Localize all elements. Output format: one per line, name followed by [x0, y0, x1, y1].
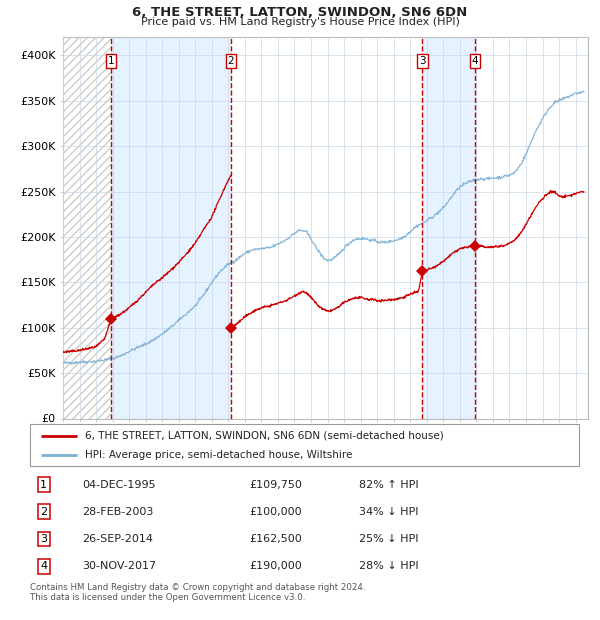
- Text: £190,000: £190,000: [250, 561, 302, 571]
- Text: 1: 1: [40, 480, 47, 490]
- Text: 30-NOV-2017: 30-NOV-2017: [82, 561, 156, 571]
- Text: 4: 4: [472, 56, 478, 66]
- Text: 34% ↓ HPI: 34% ↓ HPI: [359, 507, 419, 517]
- Text: 26-SEP-2014: 26-SEP-2014: [82, 534, 153, 544]
- Text: 2: 2: [227, 56, 235, 66]
- Text: 6, THE STREET, LATTON, SWINDON, SN6 6DN: 6, THE STREET, LATTON, SWINDON, SN6 6DN: [133, 6, 467, 19]
- Text: 04-DEC-1995: 04-DEC-1995: [82, 480, 156, 490]
- Text: 4: 4: [40, 561, 47, 571]
- Text: 25% ↓ HPI: 25% ↓ HPI: [359, 534, 419, 544]
- Text: 28-FEB-2003: 28-FEB-2003: [82, 507, 154, 517]
- Text: Price paid vs. HM Land Registry's House Price Index (HPI): Price paid vs. HM Land Registry's House …: [140, 17, 460, 27]
- Text: 1: 1: [108, 56, 115, 66]
- Text: HPI: Average price, semi-detached house, Wiltshire: HPI: Average price, semi-detached house,…: [85, 450, 352, 460]
- Text: 6, THE STREET, LATTON, SWINDON, SN6 6DN (semi-detached house): 6, THE STREET, LATTON, SWINDON, SN6 6DN …: [85, 431, 443, 441]
- Text: £100,000: £100,000: [250, 507, 302, 517]
- Text: 2: 2: [40, 507, 47, 517]
- Text: 28% ↓ HPI: 28% ↓ HPI: [359, 561, 419, 571]
- Bar: [422, 37, 475, 418]
- Bar: [63, 37, 111, 418]
- FancyBboxPatch shape: [30, 424, 579, 466]
- Text: £162,500: £162,500: [250, 534, 302, 544]
- Text: 3: 3: [40, 534, 47, 544]
- Text: Contains HM Land Registry data © Crown copyright and database right 2024.
This d: Contains HM Land Registry data © Crown c…: [30, 583, 365, 602]
- Text: £109,750: £109,750: [250, 480, 302, 490]
- Text: 82% ↑ HPI: 82% ↑ HPI: [359, 480, 419, 490]
- Bar: [111, 37, 231, 418]
- Text: 3: 3: [419, 56, 426, 66]
